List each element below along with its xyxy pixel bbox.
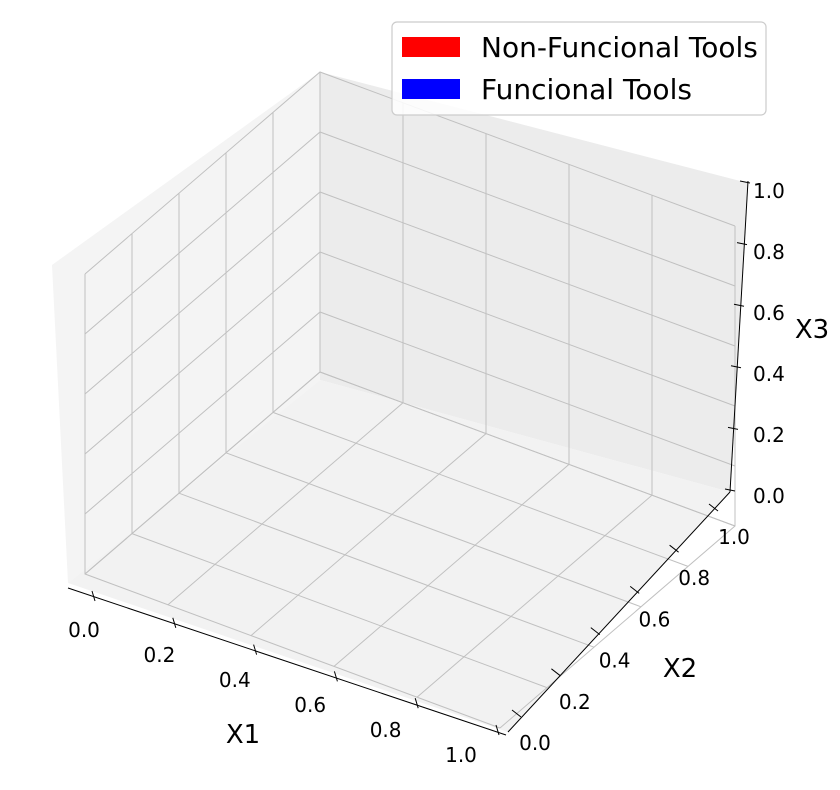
gridline-y — [131, 233, 548, 689]
x-tick — [172, 617, 177, 628]
x-tick-label: 1.0 — [445, 743, 477, 767]
y-tick — [551, 668, 561, 677]
y-axis-label: X2 — [663, 654, 697, 684]
gridline-z — [84, 71, 736, 275]
z-axis-label: X3 — [795, 315, 829, 345]
z-axis-line — [729, 180, 749, 493]
y-tick-label: 0.4 — [599, 649, 631, 673]
x-tick — [333, 671, 338, 682]
y-tick — [629, 586, 640, 594]
y-tick — [511, 709, 522, 718]
gridline-y — [319, 72, 736, 527]
z-tick-label: 0.6 — [753, 301, 785, 325]
z-tick — [736, 242, 748, 246]
x-axis-line — [67, 587, 507, 736]
x-tick — [91, 590, 96, 602]
x-tick — [414, 698, 419, 709]
gridline-y — [178, 193, 595, 648]
z-tick — [724, 488, 736, 492]
legend: Non-Funcional Tools Funcional Tools — [391, 21, 767, 116]
z-tick-label: 0.8 — [753, 240, 785, 264]
legend-label-non-funcional: Non-Funcional Tools — [481, 31, 758, 64]
x-tick-label: 0.0 — [68, 618, 100, 642]
y-tick — [590, 627, 601, 635]
z-tick — [739, 180, 751, 184]
x-tick — [495, 724, 500, 736]
y-tick — [669, 544, 679, 553]
y-axis-line — [507, 491, 731, 733]
x-tick — [253, 644, 258, 655]
y-tick — [708, 503, 719, 512]
y-tick-label: 0.8 — [678, 566, 710, 590]
x-tick-label: 0.4 — [219, 668, 251, 692]
x-tick-label: 0.8 — [370, 718, 402, 742]
gridline-y — [225, 152, 642, 608]
x-axis-label: X1 — [226, 720, 260, 750]
pane-left — [52, 72, 320, 583]
y-tick-label: 0.2 — [559, 690, 591, 714]
chart-axes — [67, 180, 749, 736]
pane-back — [320, 72, 748, 492]
y-tick-label: 0.0 — [519, 731, 551, 755]
z-tick — [730, 365, 742, 369]
legend-swatch-non-funcional — [402, 37, 460, 57]
z-tick-label: 1.0 — [753, 179, 785, 203]
legend-swatch-funcional — [402, 79, 460, 99]
y-tick-label: 0.6 — [638, 607, 670, 631]
z-tick-label: 0.0 — [753, 484, 785, 508]
gridline-y — [272, 112, 689, 567]
z-tick — [733, 303, 745, 307]
z-tick-label: 0.2 — [753, 423, 785, 447]
chart-gridlines — [84, 71, 736, 729]
legend-frame — [391, 21, 767, 116]
z-tick-label: 0.4 — [753, 362, 785, 386]
x-tick-label: 0.6 — [294, 693, 326, 717]
x-tick-label: 0.2 — [143, 643, 175, 667]
z-tick — [727, 426, 739, 430]
y-tick-label: 1.0 — [718, 525, 750, 549]
legend-label-funcional: Funcional Tools — [481, 73, 692, 106]
chart-ticks: 0.0 0.0 0.0 0.2 0.2 0.2 0.4 0.4 0.4 0.6 0.6 0.6 0.8 0… — [68, 179, 785, 767]
